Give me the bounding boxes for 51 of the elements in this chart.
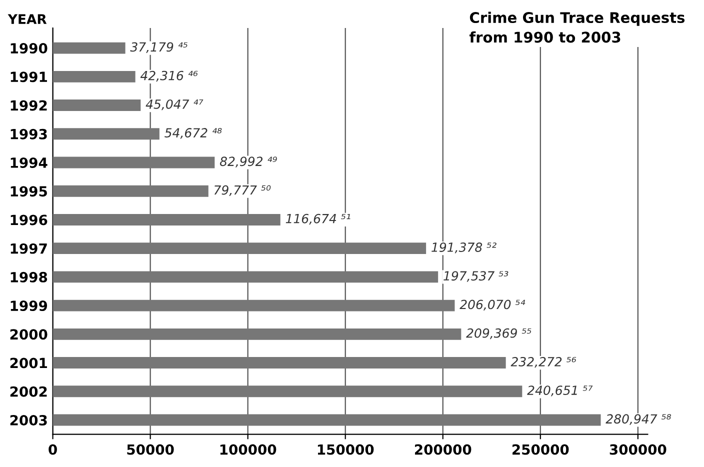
x-tick-label: 200000 [414,444,472,455]
y-tick-label: 2000 [10,329,48,340]
bar [52,42,126,54]
y-tick-label: 2003 [10,414,47,426]
data-label: 37,179 ⁴⁵ [130,42,188,53]
data-label: 197,537 ⁵³ [444,271,508,282]
y-axis-title: YEAR [8,14,47,24]
bar [52,128,160,140]
data-label: 240,651 ⁵⁷ [527,386,593,396]
data-label: 54,672 ⁴⁸ [164,128,222,139]
x-tick-label: 50000 [127,444,174,455]
data-label: 116,674 ⁵¹ [286,214,350,225]
bar [52,156,215,168]
y-tick-label: 1997 [10,243,47,254]
bar [52,414,601,426]
data-label: 82,992 ⁴⁹ [220,156,277,168]
y-tick-label: 1998 [10,272,48,282]
data-label: 232,272 ⁵⁶ [510,356,576,368]
x-tick-label: 100000 [220,444,276,455]
x-tick-label: 150000 [318,444,374,455]
bar [52,100,141,111]
y-tick-label: 1996 [10,214,48,226]
bar [52,70,136,82]
data-label: 191,378 ⁵² [432,242,496,254]
y-tick-label: 2002 [10,386,47,397]
y-tick-label: 1991 [10,72,47,82]
x-tick-label: 300000 [610,444,666,455]
data-label: 79,777 ⁵⁰ [214,185,271,196]
bar [52,328,462,340]
x-tick-label: 0 [48,444,57,455]
bar [52,185,208,197]
bar [52,242,426,254]
bar [52,357,506,368]
y-tick-label: 1992 [10,100,47,111]
y-tick-label: 1995 [10,186,47,197]
data-label: 42,316 ⁴⁶ [140,70,198,82]
data-label: 206,070 ⁵⁴ [460,300,526,310]
data-label: 209,369 ⁵⁵ [466,328,532,340]
bar [52,386,522,398]
y-tick-label: 1994 [10,157,48,168]
y-tick-label: 1993 [10,128,47,140]
bar [52,300,455,312]
data-label: 45,047 ⁴⁷ [146,99,204,110]
x-tick-label: 250000 [512,444,569,455]
bar [52,214,280,226]
bar [52,271,438,283]
y-tick-label: 1990 [10,43,48,54]
chart-title: Crime Gun Trace Requests from 1990 to 2003 [469,12,685,43]
y-tick-label: 2001 [10,358,47,368]
y-tick-label: 1999 [10,300,48,312]
data-label: 280,947 ⁵⁸ [606,414,672,425]
